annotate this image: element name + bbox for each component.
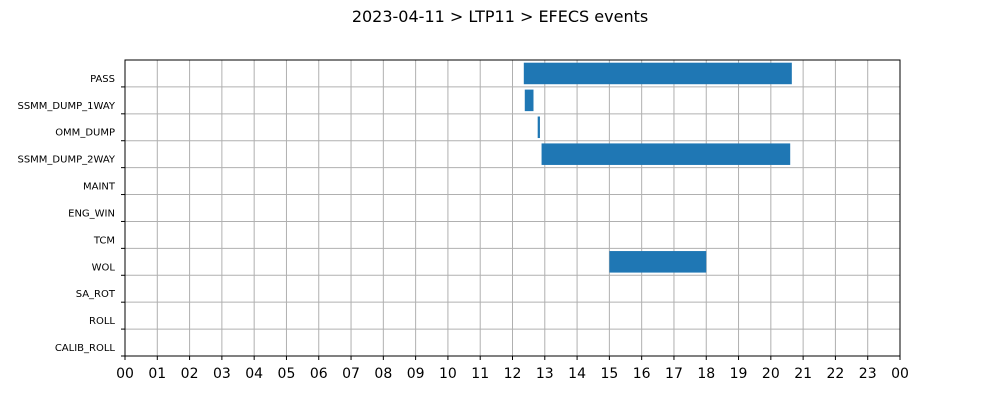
x-tick-label: 11 [471, 366, 489, 382]
y-tick-label: ROLL [89, 316, 115, 327]
x-tick-label: 06 [310, 366, 328, 382]
x-tick-label: 03 [213, 366, 231, 382]
x-tick-label: 20 [762, 366, 780, 382]
x-tick-label: 00 [891, 366, 909, 382]
x-axis: 00 01 02 03 04 05 06 07 08 09 10 11 12 13 14 15 16 17 18 19… [116, 356, 909, 382]
x-tick-label: 22 [827, 366, 845, 382]
x-tick-label: 10 [439, 366, 457, 382]
x-tick-label: 17 [665, 366, 683, 382]
y-tick-label: PASS [90, 74, 115, 85]
y-tick-label: SSMM_DUMP_2WAY [17, 155, 115, 166]
x-tick-label: 19 [730, 366, 748, 382]
grid-layer [124, 60, 901, 357]
bars-layer [523, 62, 792, 273]
y-tick-label: ENG_WIN [68, 208, 115, 219]
y-tick-label: TCM [93, 235, 115, 246]
event-bar-ssmm-dump-2way [541, 143, 791, 165]
y-tick-label: MAINT [83, 182, 116, 193]
x-tick-label: 23 [859, 366, 877, 382]
x-tick-label: 02 [181, 366, 199, 382]
y-tick-label: SA_ROT [76, 289, 116, 300]
event-bar-omm-dump [537, 116, 540, 139]
x-tick-label: 07 [342, 366, 360, 382]
chart-title: 2023-04-11 > LTP11 > EFECS events [352, 7, 648, 26]
x-tick-label: 09 [407, 366, 425, 382]
x-tick-label: 14 [568, 366, 586, 382]
event-bar-pass [523, 62, 792, 85]
x-tick-label: 05 [278, 366, 296, 382]
x-tick-label: 21 [794, 366, 812, 382]
y-tick-label: SSMM_DUMP_1WAY [17, 101, 115, 112]
x-tick-label: 01 [148, 366, 166, 382]
x-tick-label: 12 [504, 366, 522, 382]
x-tick-label: 13 [536, 366, 554, 382]
y-tick-label: OMM_DUMP [55, 128, 115, 139]
x-tick-label: 04 [245, 366, 263, 382]
y-axis: PASS SSMM_DUMP_1WAY OMM_DUMP SSMM_DUMP_2WAY… [17, 74, 125, 357]
x-tick-label: 08 [374, 366, 392, 382]
y-tick-label: CALIB_ROLL [55, 343, 116, 354]
event-bar-wol [609, 251, 707, 273]
x-tick-label: 16 [633, 366, 651, 382]
x-tick-label: 00 [116, 366, 134, 382]
event-bar-ssmm-dump-1way [524, 89, 534, 112]
y-tick-label: WOL [92, 262, 116, 273]
x-tick-label: 18 [697, 366, 715, 382]
x-tick-label: 15 [600, 366, 618, 382]
